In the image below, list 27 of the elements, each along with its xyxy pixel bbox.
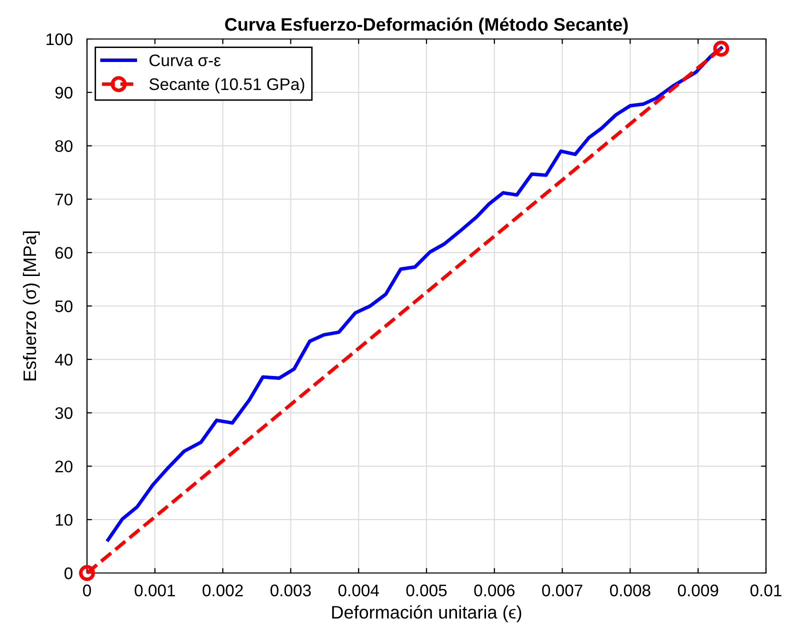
x-tick-label: 0.007 bbox=[542, 584, 582, 596]
y-tick-label: 60 bbox=[55, 247, 72, 259]
x-tick-label: 0 bbox=[83, 584, 91, 596]
x-tick-label: 0.01 bbox=[750, 584, 782, 596]
y-tick-label: 80 bbox=[55, 140, 72, 152]
y-axis-title: Esfuerzo (σ) [MPa] bbox=[22, 231, 40, 380]
y-tick-label: 30 bbox=[55, 407, 72, 420]
legend-label: Curva σ-ε bbox=[150, 54, 221, 66]
y-tick-label: 20 bbox=[55, 460, 72, 472]
y-tick-label: 50 bbox=[55, 300, 72, 312]
x-axis-title: Deformación unitaria (ϵ) bbox=[332, 605, 522, 622]
x-tick-label: 0.003 bbox=[270, 584, 311, 596]
chart-title: Curva Esfuerzo-Deformación (Método Secante) bbox=[225, 17, 628, 34]
y-tick-label: 70 bbox=[55, 194, 72, 206]
x-tick-label: 0.006 bbox=[474, 584, 515, 596]
y-tick-label: 90 bbox=[55, 86, 72, 99]
x-tick-label: 0.005 bbox=[406, 584, 447, 596]
legend-label: Secante (10.51 GPa) bbox=[149, 78, 304, 94]
x-tick-label: 0.009 bbox=[678, 584, 718, 596]
x-tick-label: 0.008 bbox=[610, 584, 650, 596]
x-tick-label: 0.002 bbox=[202, 584, 243, 596]
x-tick-label: 0.004 bbox=[338, 584, 379, 596]
y-tick-label: 0 bbox=[64, 567, 72, 580]
y-tick-label: 10 bbox=[56, 514, 72, 526]
y-tick-label: 100 bbox=[46, 33, 72, 46]
x-tick-label: 0.001 bbox=[134, 584, 175, 596]
y-tick-label: 40 bbox=[54, 354, 72, 366]
